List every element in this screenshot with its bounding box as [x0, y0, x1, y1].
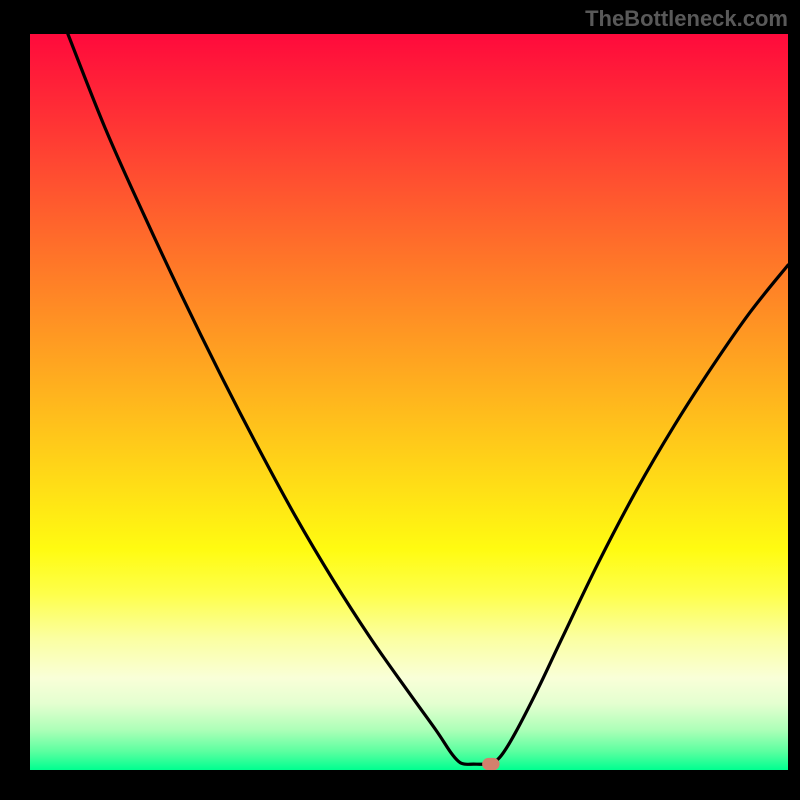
chart-background [30, 34, 788, 770]
watermark-text: TheBottleneck.com [585, 6, 788, 32]
chart-plot-area [30, 34, 788, 770]
chart-svg [30, 34, 788, 770]
optimal-point-marker [482, 758, 499, 770]
